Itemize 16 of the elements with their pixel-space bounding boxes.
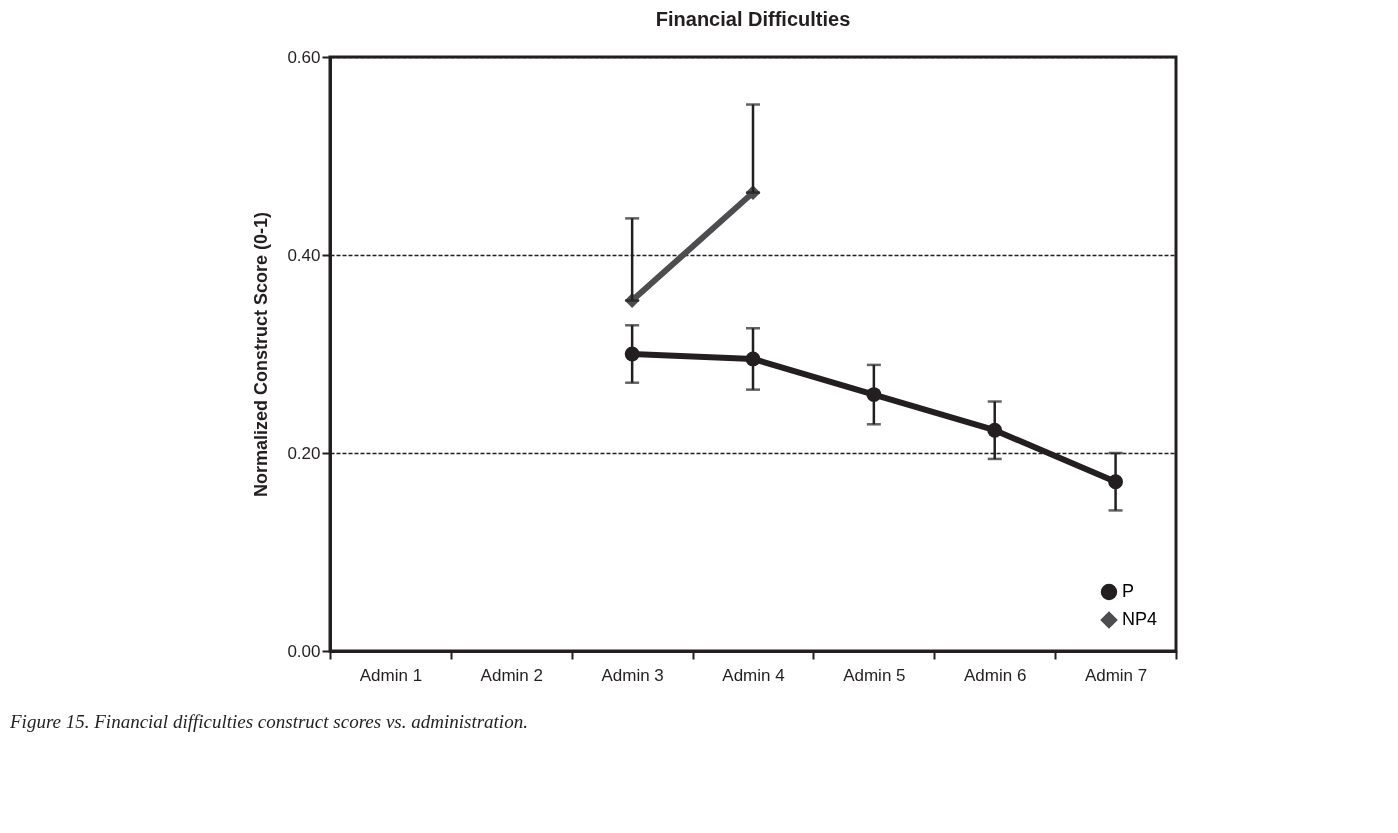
x-tick-label: Admin 1: [359, 665, 423, 685]
x-tick-label: Admin 3: [601, 665, 664, 685]
y-axis-title: Normalized Construct Score (0-1): [251, 211, 272, 498]
y-tick-label: 0.40: [287, 245, 321, 265]
x-tick-label: Admin 2: [480, 665, 543, 685]
y-tick-label: 0.60: [287, 47, 321, 67]
chart-title: Financial Difficulties: [655, 8, 851, 30]
x-tick-label: Admin 6: [964, 665, 1027, 685]
x-tick-label: Admin 5: [843, 665, 906, 685]
y-tick-label: 0.00: [287, 641, 321, 661]
x-tick-label: Admin 7: [1084, 665, 1148, 685]
y-tick-label: 0.20: [287, 443, 321, 463]
legend-label: NP4: [1122, 609, 1158, 629]
legend-label: P: [1122, 581, 1135, 601]
x-tick-label: Admin 4: [722, 665, 785, 685]
caption: Figure 15. Financial difficulties construct scores vs. administration.: [9, 711, 528, 732]
